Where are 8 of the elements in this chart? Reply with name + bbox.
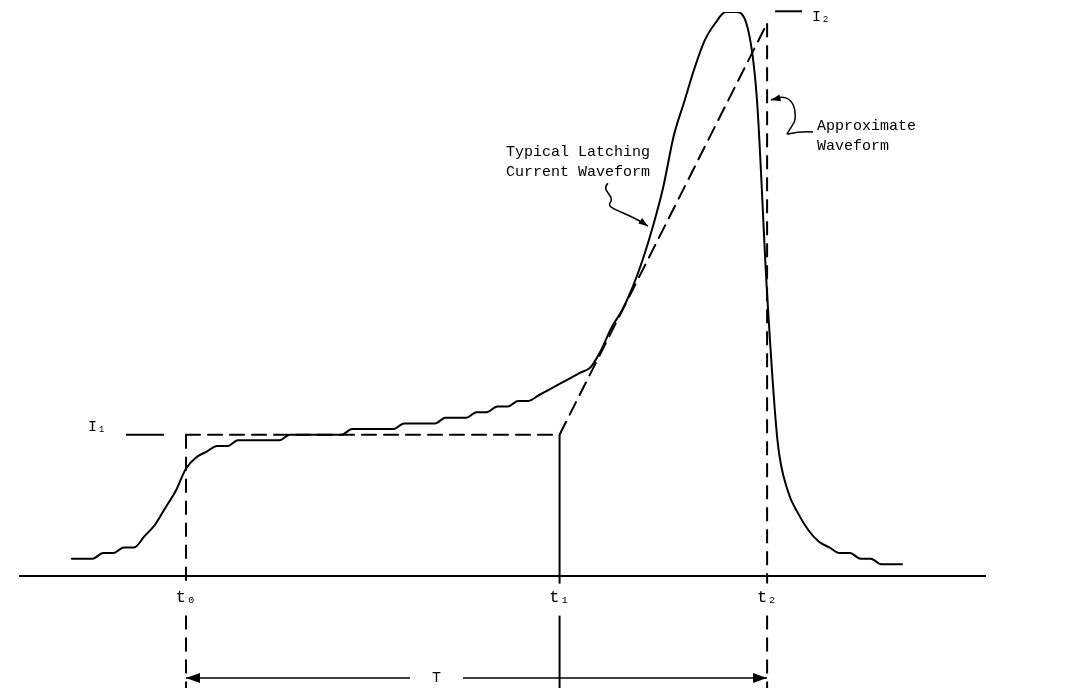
text: Approximate Waveform <box>817 118 917 155</box>
series-label: Typical Latching Current Waveform <box>505 144 650 182</box>
x-tick-label: t₂ <box>756 588 778 608</box>
annotation: I₁ <box>88 418 107 436</box>
x-tick-label: t₁ <box>549 588 570 608</box>
text: T <box>432 669 442 687</box>
annotation: I₂ <box>812 9 831 27</box>
x-tick-label: t₀ <box>175 588 197 608</box>
